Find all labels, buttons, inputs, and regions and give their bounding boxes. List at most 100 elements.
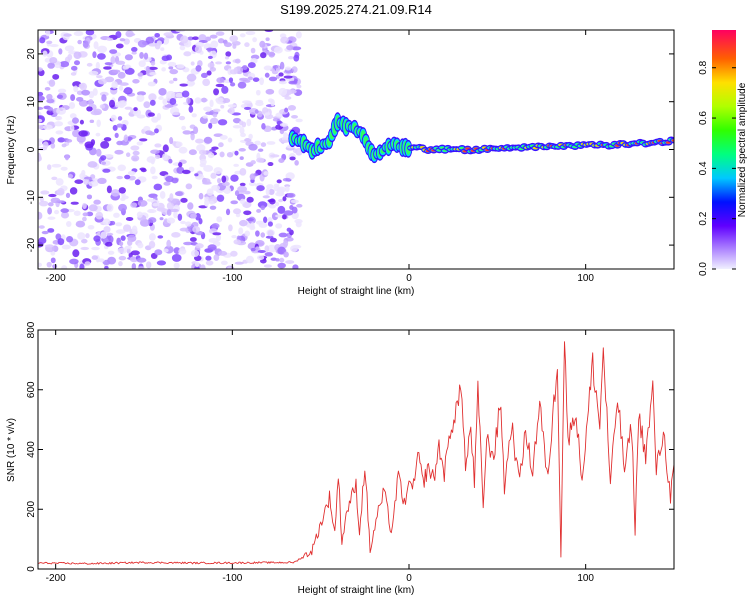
noise-blob <box>49 57 58 64</box>
noise-blob <box>197 60 203 67</box>
noise-blob <box>73 51 82 59</box>
noise-blob <box>271 212 279 221</box>
noise-blob <box>295 31 302 39</box>
noise-blob <box>87 225 95 230</box>
noise-blob <box>243 106 252 111</box>
noise-blob <box>156 112 162 121</box>
noise-blob <box>259 40 266 48</box>
noise-blob <box>131 155 140 162</box>
noise-blob <box>175 141 183 147</box>
noise-blob <box>256 185 265 192</box>
noise-blob <box>54 121 64 127</box>
noise-blob <box>257 201 268 209</box>
noise-blob <box>124 245 133 250</box>
noise-blob <box>172 77 178 82</box>
noise-blob <box>203 165 214 172</box>
noise-blob <box>109 220 116 226</box>
noise-blob <box>240 132 246 138</box>
noise-blob <box>216 194 225 202</box>
noise-blob <box>229 35 238 43</box>
noise-blob <box>192 36 199 41</box>
noise-blob <box>95 61 100 70</box>
noise-blob <box>166 239 172 248</box>
noise-blob <box>148 66 158 71</box>
noise-blob <box>168 66 174 70</box>
noise-blob <box>282 240 289 248</box>
noise-blob <box>61 265 68 269</box>
noise-blob <box>269 237 277 243</box>
noise-blob <box>190 61 195 66</box>
noise-blob <box>221 97 231 104</box>
noise-blob <box>198 192 204 200</box>
noise-blob <box>284 185 290 192</box>
noise-blob <box>101 161 107 165</box>
noise-blob <box>139 218 150 227</box>
noise-blob <box>195 138 204 144</box>
noise-blob <box>99 91 109 97</box>
noise-blob <box>296 84 302 89</box>
noise-blob <box>232 125 242 129</box>
noise-blob <box>100 155 107 161</box>
noise-blob <box>88 70 99 76</box>
noise-blob <box>91 255 99 260</box>
noise-blob <box>119 82 129 86</box>
noise-blob <box>154 32 161 38</box>
noise-blob <box>82 216 87 222</box>
snr-series-line <box>38 341 674 565</box>
noise-blob <box>54 209 60 215</box>
noise-blob <box>56 94 64 99</box>
noise-blob <box>270 257 277 261</box>
noise-blob <box>102 218 111 226</box>
noise-blob <box>264 30 274 33</box>
noise-blob <box>40 190 50 195</box>
noise-blob <box>92 88 98 96</box>
noise-blob <box>137 200 148 207</box>
noise-blob <box>85 233 90 239</box>
noise-blob <box>63 33 72 37</box>
noise-blob <box>215 97 224 103</box>
noise-blob <box>147 209 154 213</box>
noise-blob <box>232 208 242 215</box>
snr-xtick-label: 100 <box>577 573 594 584</box>
noise-blob <box>217 38 225 44</box>
noise-blob <box>112 124 118 131</box>
noise-blob <box>231 235 237 239</box>
snr-ytick-label: 0 <box>26 566 37 572</box>
noise-blob <box>109 49 118 54</box>
noise-blob <box>131 263 137 269</box>
noise-blob <box>232 117 241 124</box>
snr-ytick-label: 800 <box>26 321 37 338</box>
noise-blob <box>187 36 194 41</box>
noise-blob <box>148 93 157 101</box>
noise-blob <box>174 191 184 197</box>
noise-blob <box>169 137 174 145</box>
noise-blob <box>178 146 188 154</box>
noise-blob <box>282 177 291 182</box>
noise-blob <box>79 119 84 125</box>
noise-blob <box>218 250 228 256</box>
noise-blob <box>286 89 297 94</box>
noise-blob <box>119 100 127 107</box>
noise-blob <box>136 114 146 119</box>
noise-blob <box>115 43 124 49</box>
noise-blob <box>86 62 93 67</box>
noise-blob <box>166 201 174 210</box>
noise-blob <box>136 91 147 96</box>
noise-blob <box>264 112 271 116</box>
noise-blob <box>177 213 183 221</box>
noise-blob <box>145 130 153 136</box>
noise-blob <box>187 202 194 210</box>
noise-blob <box>93 199 101 205</box>
noise-blob <box>238 148 246 152</box>
noise-blob <box>183 241 193 246</box>
noise-blob <box>140 168 147 173</box>
noise-blob <box>82 202 87 210</box>
spectrogram-ytick-label: 20 <box>26 48 37 60</box>
noise-blob <box>206 188 214 196</box>
noise-blob <box>125 216 134 221</box>
noise-blob <box>101 94 107 102</box>
noise-blob <box>212 232 222 236</box>
noise-blob <box>72 117 79 124</box>
noise-blob <box>145 36 155 45</box>
spectrogram-ytick-label: 0 <box>26 146 37 152</box>
